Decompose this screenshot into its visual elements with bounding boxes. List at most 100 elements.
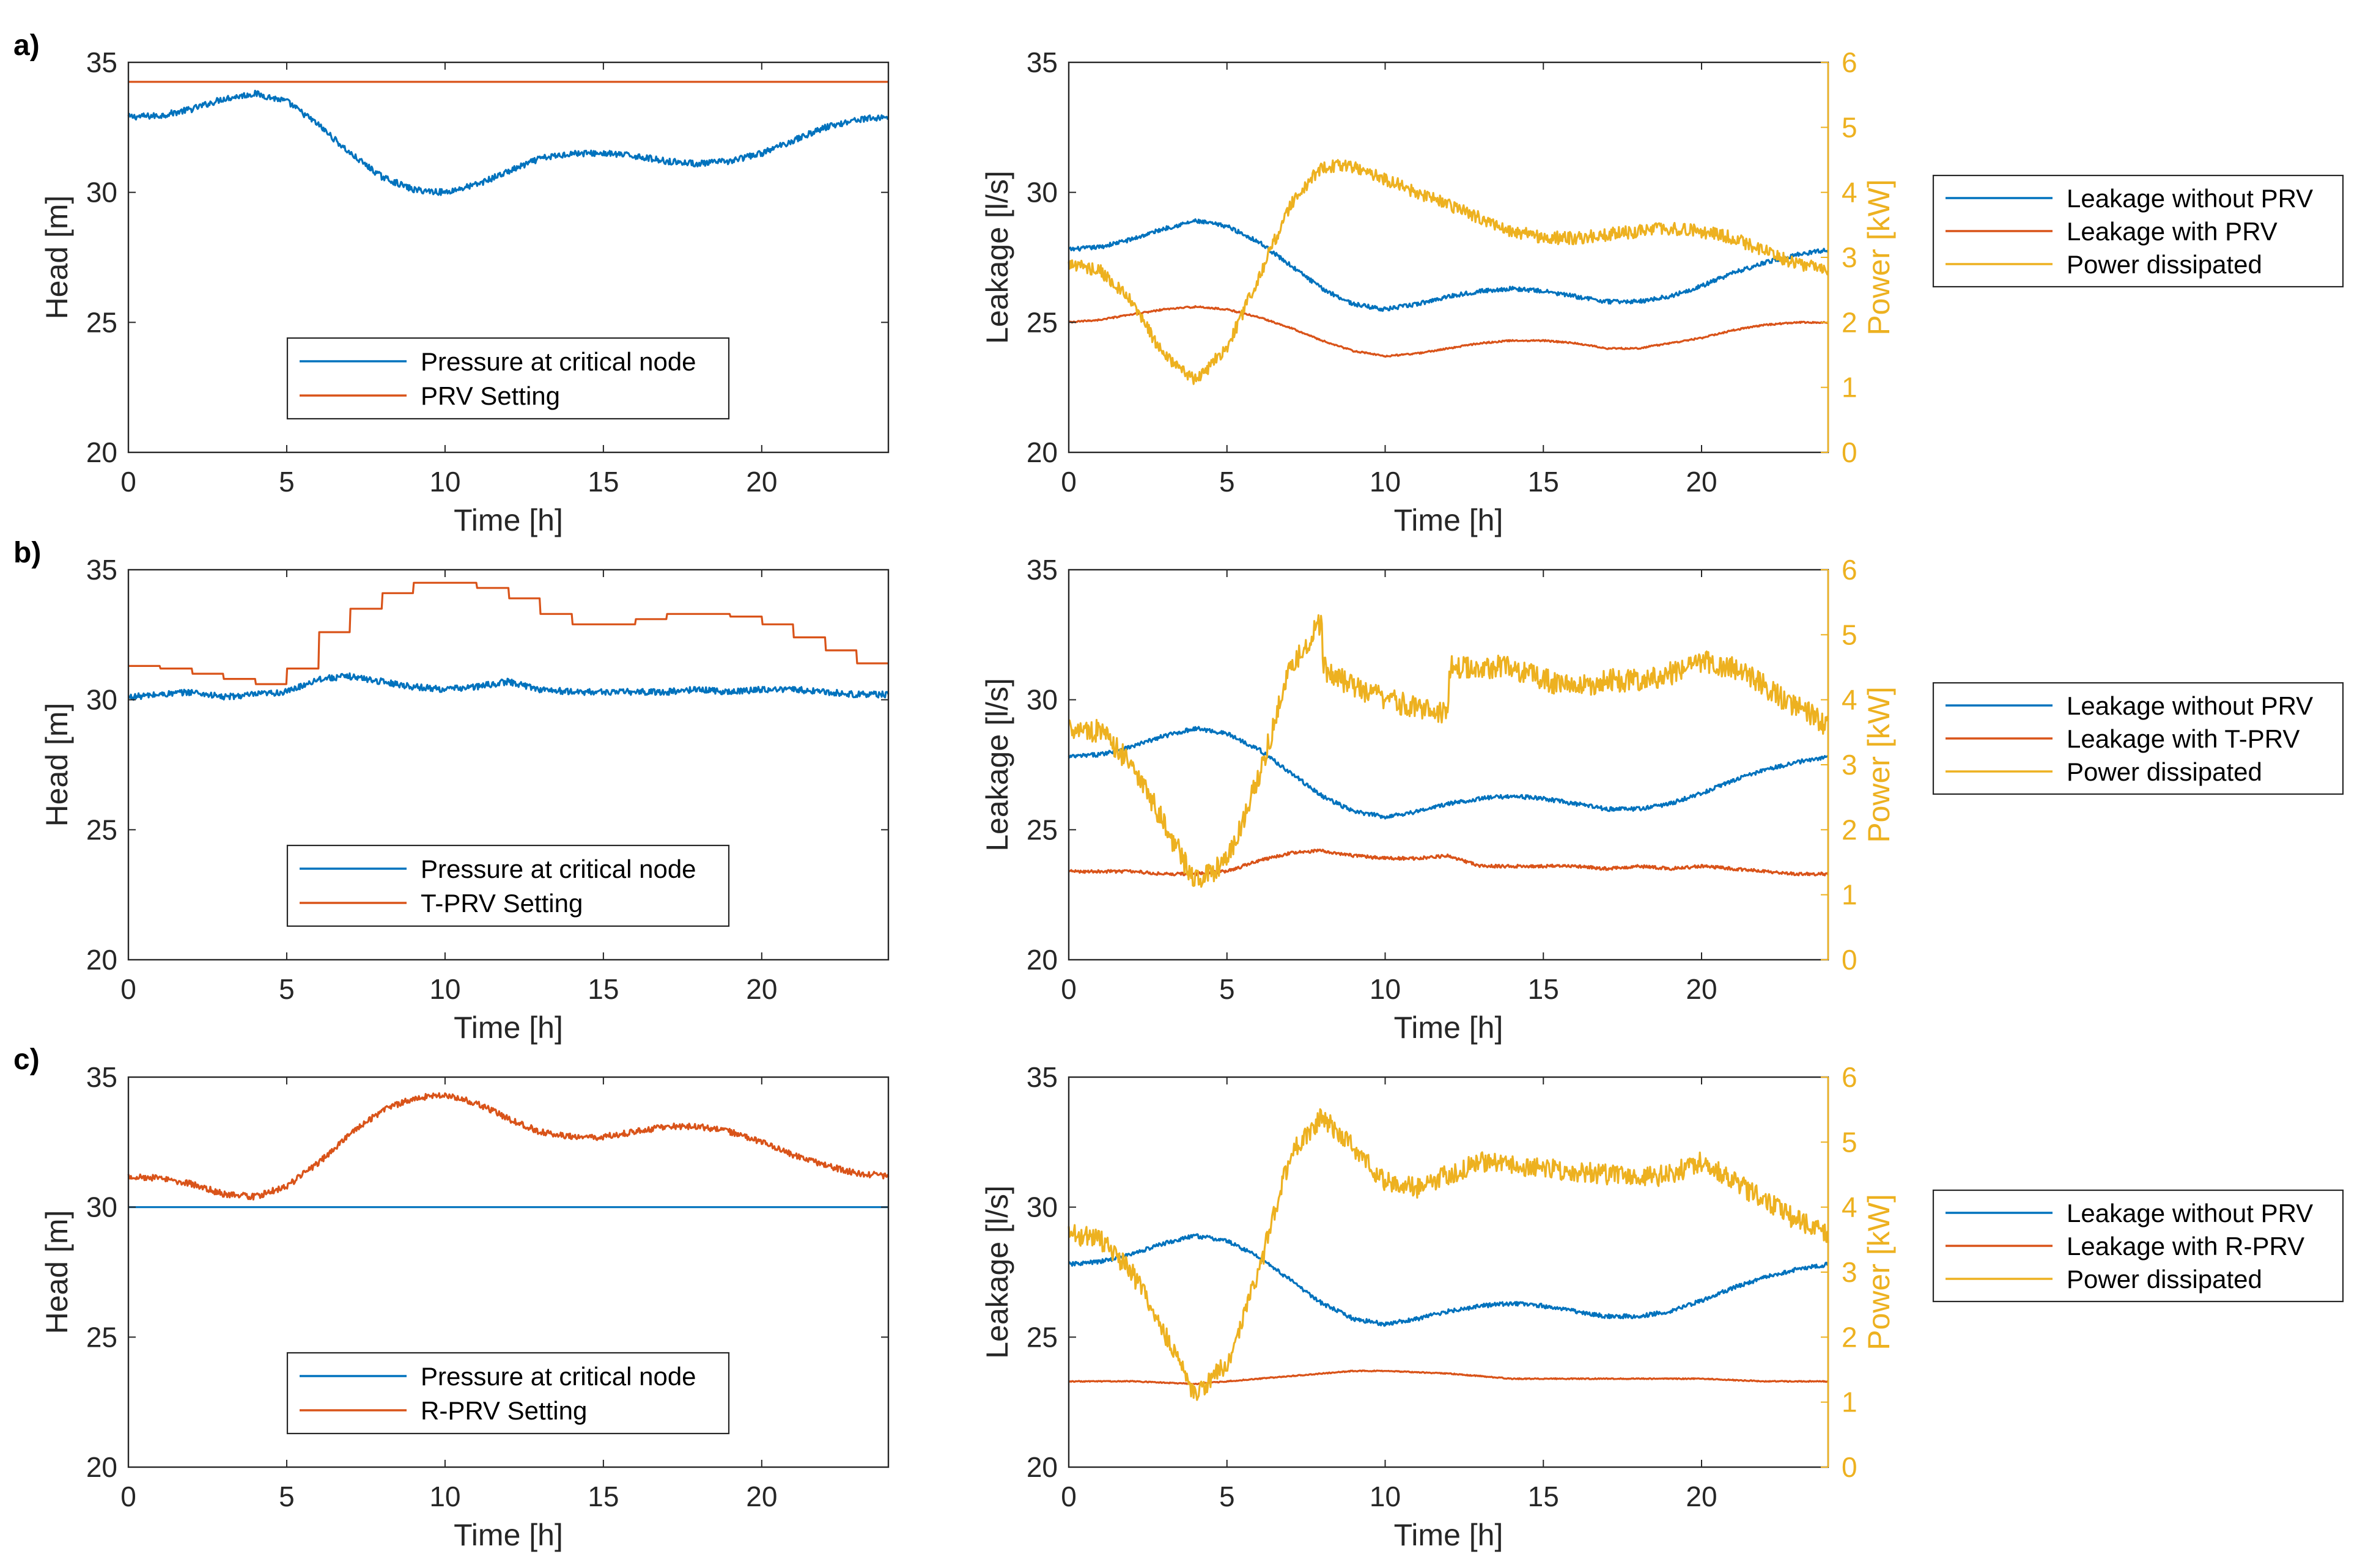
legend: Pressure at critical node T-PRV Setting: [286, 844, 730, 927]
plot-frame: [127, 569, 890, 961]
y-tick-label: 30: [86, 684, 117, 716]
plot-frame: [127, 61, 890, 454]
y-tick-label: 25: [1027, 814, 1058, 845]
legend-entry: Leakage with T-PRV: [2067, 724, 2300, 753]
legend: Pressure at critical node R-PRV Setting: [286, 1352, 730, 1435]
legend-entry: Leakage with PRV: [2067, 217, 2278, 246]
x-tick-label: 10: [1370, 973, 1401, 1005]
series-line-leakage-without-prv: [1068, 1233, 1829, 1327]
y-tick-label: 25: [1027, 1321, 1058, 1353]
legend-entry: Leakage without PRV: [2067, 184, 2313, 213]
legend-entry: Leakage without PRV: [2067, 1199, 2313, 1228]
y2-tick-label: 5: [1842, 111, 1857, 143]
legend: Pressure at critical node PRV Setting: [286, 337, 730, 420]
series-line-leakage-without-prv: [1068, 218, 1829, 312]
legend-entry: T-PRV Setting: [421, 889, 583, 918]
x-tick-label: 5: [1219, 466, 1235, 498]
y-tick-label: 30: [86, 1191, 117, 1223]
legend-box: [286, 844, 730, 927]
x-tick-label: 10: [429, 466, 460, 498]
x-tick-label: 15: [1528, 1481, 1559, 1512]
legend: Leakage without PRV Leakage with PRV Power…: [1932, 174, 2344, 288]
x-axis-label: Time [h]: [1394, 1010, 1503, 1045]
y2-axis-label: Power [kW]: [1862, 1194, 1896, 1350]
y2-tick-label: 6: [1842, 46, 1857, 78]
x-axis-label: Time [h]: [1394, 1518, 1503, 1552]
y-axis-label: Head [m]: [40, 703, 74, 827]
y-tick-label: 35: [86, 46, 117, 78]
legend-entry: Pressure at critical node: [421, 855, 696, 883]
y-tick-label: 25: [1027, 306, 1058, 338]
x-tick-label: 5: [1219, 973, 1235, 1005]
series-line-power-dissipated: [1068, 614, 1829, 888]
y-tick-label: 25: [86, 814, 117, 845]
legend-entry: Pressure at critical node: [421, 347, 696, 376]
y2-tick-label: 4: [1842, 1191, 1857, 1223]
y2-tick-label: 2: [1842, 306, 1857, 338]
series-line-pressure-at-critical-node: [128, 672, 890, 701]
y-axis-label: Leakage [l/s]: [980, 1185, 1014, 1359]
y-tick-label: 30: [1027, 1191, 1058, 1223]
x-tick-label: 20: [746, 466, 777, 498]
series-line-leakage-with-prv: [1068, 305, 1829, 358]
panel-label-b: b): [13, 537, 41, 569]
y-tick-label: 35: [1027, 1061, 1058, 1093]
legend: Leakage without PRV Leakage with T-PRV Pow…: [1932, 682, 2344, 795]
legend-entry: Power dissipated: [2067, 1265, 2262, 1294]
y-tick-label: 35: [86, 1061, 117, 1093]
y2-tick-label: 0: [1842, 436, 1857, 468]
y2-tick-label: 5: [1842, 1126, 1857, 1158]
legend-entry: Leakage without PRV: [2067, 691, 2313, 720]
x-tick-label: 10: [429, 1481, 460, 1512]
x-tick-label: 0: [1061, 973, 1077, 1005]
x-axis-label: Time [h]: [454, 503, 563, 537]
x-tick-label: 20: [1686, 1481, 1717, 1512]
plot-frame: [127, 1076, 890, 1468]
legend-entry: Pressure at critical node: [421, 1362, 696, 1391]
y2-tick-label: 1: [1842, 1386, 1857, 1418]
y-tick-label: 25: [86, 1321, 117, 1353]
x-tick-label: 10: [1370, 1481, 1401, 1512]
y2-tick-label: 1: [1842, 879, 1857, 911]
chart-c-head: 0 5 10 15 20 Time [h] 20 25 30 35 Head [m] Pressure…: [40, 1061, 890, 1552]
series-line-pressure-at-critical-node: [127, 89, 889, 196]
y2-tick-label: 2: [1842, 1321, 1857, 1353]
chart-b-head: 0 5 10 15 20 Time [h] 20 25 30 35 Head [m] Pressure…: [40, 554, 890, 1045]
y-axis-label: Leakage [l/s]: [980, 171, 1014, 344]
y-tick-label: 20: [1027, 944, 1058, 976]
x-tick-label: 10: [429, 973, 460, 1005]
x-tick-label: 0: [120, 973, 136, 1005]
x-tick-label: 15: [588, 973, 619, 1005]
x-tick-label: 0: [120, 1481, 136, 1512]
x-axis-label: Time [h]: [1394, 503, 1503, 537]
y2-tick-label: 5: [1842, 619, 1857, 650]
legend-box: [286, 1352, 730, 1435]
x-tick-label: 10: [1370, 466, 1401, 498]
series-line-leakage-with-r-prv: [1068, 1369, 1829, 1386]
y-tick-label: 20: [86, 436, 117, 468]
x-tick-label: 0: [1061, 466, 1077, 498]
x-tick-label: 15: [588, 466, 619, 498]
series-line-leakage-without-prv: [1068, 726, 1829, 820]
chart-a-head: 0 5 10 15 20 Time [h] 20 25 30 35 Head [m] Pressure…: [40, 46, 890, 537]
y-tick-label: 35: [1027, 554, 1058, 586]
legend-entry: Leakage with R-PRV: [2067, 1232, 2304, 1261]
legend-entry: Power dissipated: [2067, 250, 2262, 279]
y-tick-label: 25: [86, 306, 117, 338]
legend-entry: R-PRV Setting: [421, 1396, 587, 1425]
y-axis-label: Leakage [l/s]: [980, 678, 1014, 852]
x-tick-label: 5: [279, 466, 295, 498]
y2-axis-label: Power [kW]: [1862, 686, 1896, 843]
y2-tick-label: 2: [1842, 814, 1857, 845]
y2-tick-label: 3: [1842, 1256, 1857, 1288]
x-axis-label: Time [h]: [454, 1010, 563, 1045]
series-line-t-prv-setting: [128, 581, 889, 685]
y-tick-label: 35: [86, 554, 117, 586]
x-tick-label: 5: [279, 973, 295, 1005]
y-tick-label: 30: [1027, 177, 1058, 208]
y-tick-label: 20: [86, 1451, 117, 1483]
x-tick-label: 5: [279, 1481, 295, 1512]
x-tick-label: 15: [588, 1481, 619, 1512]
